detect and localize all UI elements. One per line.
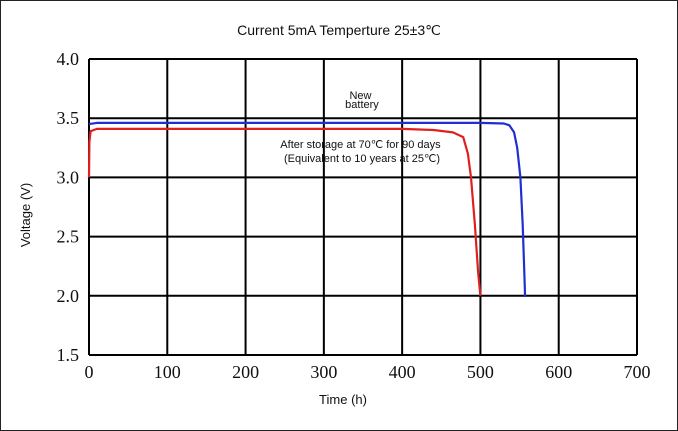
- series-lines: [87, 121, 527, 298]
- y-axis-label: Voltage (V): [18, 183, 33, 247]
- y-tick-label-3: 2.5: [57, 227, 80, 247]
- annotation-new-battery: New battery: [345, 90, 379, 111]
- x-tick-label-4: 400: [389, 362, 416, 382]
- y-tick-label-5: 1.5: [57, 345, 80, 365]
- annotation-after-storage-line-2: (Equivalent to 10 years at 25℃): [284, 153, 440, 165]
- annotation-after-storage: After storage at 70℃ for 90 days (Equiva…: [280, 139, 443, 165]
- x-tick-label-1: 100: [154, 362, 181, 382]
- x-tick-label-7: 700: [624, 362, 651, 382]
- tick-labels: 0 100 200 300 400 500 600 700 4.0 3.5 3.0 2.5 2.0 1.5: [57, 49, 651, 382]
- y-tick-label-4: 2.0: [57, 286, 80, 306]
- annotation-after-storage-line-1: After storage at 70℃ for 90 days: [280, 139, 441, 151]
- x-tick-label-0: 0: [85, 362, 94, 382]
- grid: [88, 58, 638, 356]
- y-tick-label-0: 4.0: [57, 49, 80, 69]
- x-tick-label-6: 600: [545, 362, 572, 382]
- y-tick-label-1: 3.5: [57, 108, 80, 128]
- y-tick-label-2: 3.0: [57, 167, 80, 187]
- x-tick-label-2: 200: [232, 362, 259, 382]
- series-line-0: [88, 121, 527, 298]
- annotation-new-battery-line-1: New: [349, 90, 371, 102]
- x-tick-label-3: 300: [310, 362, 337, 382]
- x-tick-label-5: 500: [467, 362, 494, 382]
- series-line-1: [87, 127, 482, 296]
- x-axis-label: Time (h): [319, 392, 367, 407]
- chart-title: Current 5mA Temperture 25±3℃: [237, 22, 441, 38]
- annotation-new-battery-line-2: battery: [345, 99, 379, 111]
